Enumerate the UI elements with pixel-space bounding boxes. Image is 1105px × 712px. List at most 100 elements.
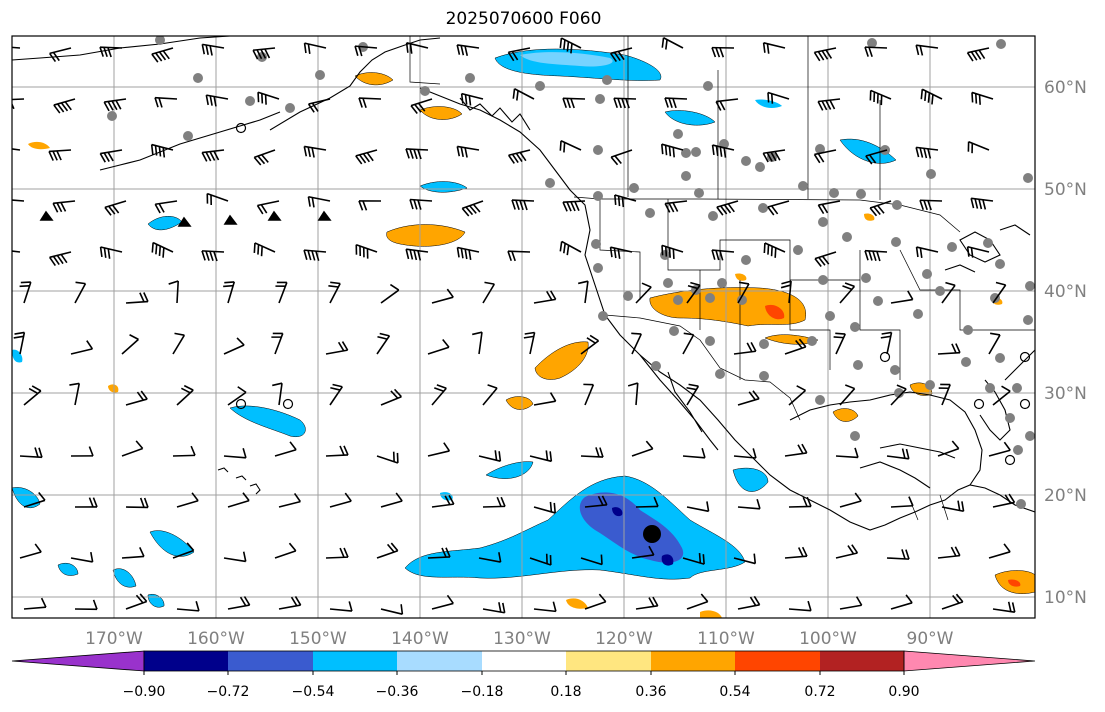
- wind-barb-staff: [278, 604, 301, 610]
- wind-barb-feather: [865, 155, 873, 165]
- wind-barb-staff: [992, 501, 1015, 508]
- wind-barb-feather: [264, 48, 271, 59]
- wind-barb-staff: [23, 390, 42, 406]
- wind-barb-feather: [417, 199, 422, 210]
- wind-barb-feather: [814, 258, 822, 267]
- latitude-labels: 60°N 50°N 40°N 30°N 20°N 10°N: [1044, 78, 1087, 608]
- graticule: [12, 36, 1035, 618]
- wind-barb-feather: [315, 250, 320, 261]
- wind-barb-feather: [355, 155, 363, 165]
- wind-barb-staff: [580, 340, 600, 355]
- wind-barb-feather: [854, 492, 862, 502]
- wind-barb-feather: [52, 150, 58, 161]
- wind-barb-feather: [966, 246, 970, 257]
- wind-barb-staff: [814, 251, 837, 260]
- wind-barb-feather: [434, 387, 444, 393]
- wind-barb-feather: [135, 594, 144, 604]
- wind-barb-feather: [290, 596, 298, 607]
- wind-barb-staff: [376, 455, 399, 464]
- wind-barb-staff: [529, 332, 536, 355]
- wind-barb-feather: [464, 147, 468, 158]
- wind-barb-feather: [40, 597, 47, 608]
- wind-barb-feather: [957, 500, 961, 511]
- wind-barb-staff: [941, 506, 964, 513]
- wind-barb-feather: [546, 290, 553, 301]
- wind-barb-feather: [500, 496, 506, 507]
- wind-barb-feather: [664, 97, 669, 108]
- wind-barb-staff: [561, 37, 582, 49]
- wind-barb-feather: [813, 51, 821, 62]
- wind-barb-staff: [19, 455, 43, 459]
- wind-barb-feather: [749, 596, 757, 606]
- wind-barb-feather: [186, 542, 195, 551]
- wind-barb-staff: [584, 384, 595, 406]
- wind-barb-feather: [103, 152, 110, 162]
- colorbar-swatch: [228, 651, 313, 671]
- wind-barb-feather: [57, 103, 65, 113]
- wind-barb-feather: [139, 292, 145, 303]
- wind-barb-staff: [461, 92, 484, 100]
- wind-barb-feather: [549, 290, 557, 300]
- wind-barb-feather: [446, 288, 454, 298]
- colorbar-extend-high: [903, 650, 1036, 672]
- wind-barb-staff: [839, 604, 862, 610]
- wind-barb-staff: [584, 600, 607, 610]
- wind-barb-feather: [237, 386, 247, 394]
- wind-barb-staff: [818, 200, 841, 206]
- wind-barb-staff: [223, 455, 246, 459]
- wind-barb-feather: [672, 147, 675, 158]
- wind-barb-feather: [549, 451, 553, 462]
- wind-barb-staff: [121, 447, 143, 457]
- wind-barb-feather: [6, 200, 9, 210]
- wind-barb-feather: [257, 244, 260, 255]
- wind-barb-staff: [610, 149, 633, 158]
- wind-barb-staff: [712, 249, 735, 253]
- wind-barb-feather: [162, 247, 165, 258]
- wind-barb-staff: [784, 555, 807, 559]
- wind-barb-feather: [460, 146, 464, 158]
- wind-barb-pennant: [223, 214, 238, 225]
- wind-barb-feather: [362, 153, 370, 163]
- wind-barb-feather: [553, 502, 556, 513]
- wind-barb-staff: [308, 195, 331, 202]
- wind-barb-feather: [6, 250, 8, 260]
- wind-barb-feather: [28, 387, 39, 395]
- wind-barb-feather: [920, 89, 924, 100]
- wind-barb-feather: [711, 249, 716, 260]
- wind-barb-feather: [915, 147, 920, 158]
- wind-barb-feather: [700, 593, 709, 603]
- wind-barb-staff: [227, 604, 250, 610]
- wind-barb-staff: [329, 500, 352, 508]
- wind-barb-feather: [330, 281, 341, 285]
- wind-barb-staff: [661, 244, 684, 253]
- wind-barb-feather: [158, 51, 167, 61]
- colorbar-tick-label: 0.72: [804, 684, 835, 700]
- wind-barb-feather: [260, 49, 267, 59]
- wind-barb-staff: [406, 248, 429, 253]
- wind-barb-feather: [1001, 385, 1011, 392]
- colorbar-outline: [143, 650, 905, 672]
- wind-barb-feather: [107, 101, 114, 111]
- wind-barb-feather: [817, 204, 825, 215]
- wind-barb-feather: [239, 596, 247, 607]
- wind-barb-feather: [341, 341, 349, 351]
- wind-barb-staff: [431, 387, 447, 406]
- wind-barb-feather: [855, 596, 863, 606]
- colorbar-tick-label: −0.18: [461, 684, 504, 700]
- wind-barb-feather: [797, 547, 804, 557]
- wind-barb-feather: [664, 246, 668, 257]
- wind-barb-staff: [482, 387, 498, 406]
- wind-barb-staff: [584, 281, 589, 304]
- lon-label: 160°W: [187, 629, 245, 649]
- wind-barb-feather: [570, 201, 576, 212]
- wind-barb-feather: [390, 390, 399, 399]
- wind-barb-staff: [104, 98, 127, 103]
- wind-barb-staff: [835, 552, 858, 559]
- wind-barb-feather: [460, 93, 464, 104]
- wind-barb-staff: [661, 143, 684, 151]
- wind-barb-feather: [559, 241, 563, 252]
- wind-barb-feather: [915, 44, 920, 56]
- wind-barb-staff: [274, 333, 284, 355]
- wind-barb-feather: [829, 99, 836, 110]
- wind-barb-feather: [661, 37, 665, 48]
